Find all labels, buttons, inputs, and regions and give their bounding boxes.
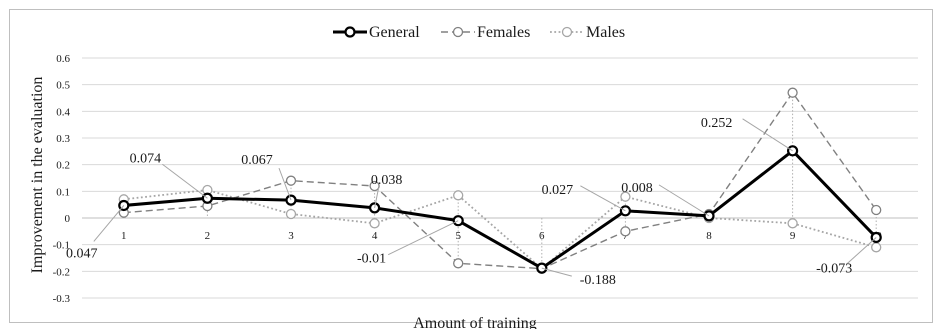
chart-frame	[9, 9, 933, 323]
y-tick-label: 0.2	[56, 160, 70, 172]
leader-line	[93, 205, 125, 242]
y-tick-label: -0.1	[53, 240, 70, 252]
x-tick-label: 4	[372, 230, 378, 242]
leader-line	[162, 163, 208, 199]
x-tick-label: 6	[539, 230, 545, 242]
leader-line	[845, 237, 877, 265]
legend-swatch-marker	[452, 26, 464, 38]
y-tick-label: 0.4	[56, 106, 70, 118]
x-tick-label: 8	[706, 230, 712, 242]
data-label: -0.188	[580, 273, 616, 288]
legend-swatch-marker	[561, 26, 573, 38]
data-label: 0.067	[241, 153, 273, 168]
data-point	[787, 87, 798, 98]
x-tick-label: 9	[790, 230, 796, 242]
legend-label-females: Females	[477, 24, 530, 41]
y-axis-title: Improvement in the evaluation	[29, 77, 46, 274]
legend-label-general: General	[369, 24, 420, 41]
y-tick-label: -0.3	[53, 293, 71, 305]
y-tick-label: 0.6	[56, 53, 70, 65]
x-tick-label: 5	[455, 230, 461, 242]
leader-line	[278, 167, 292, 201]
data-labels: 0.047 0.074 0.067 0.038 -0.01 -0.188 0.027 0.00…	[66, 116, 877, 288]
leader-line	[374, 187, 380, 208]
x-tick-label: 1	[121, 230, 127, 242]
leader-line	[541, 267, 572, 277]
data-point	[871, 204, 882, 216]
data-label: -0.073	[816, 261, 852, 276]
series-line	[123, 91, 877, 270]
y-tick-label: 0.3	[56, 133, 70, 145]
data-point	[871, 242, 882, 253]
series-line	[123, 149, 878, 270]
legend: General Females Males	[333, 24, 625, 41]
data-label: 0.027	[542, 183, 574, 198]
leader-line	[658, 184, 710, 217]
leader-line	[387, 220, 459, 256]
x-tick-label: 3	[288, 230, 294, 242]
data-label: 0.074	[130, 151, 162, 166]
data-point	[620, 226, 631, 237]
data-point	[787, 218, 798, 229]
leader-line	[742, 118, 793, 152]
series-general	[118, 145, 882, 274]
y-tick-label: 0	[65, 213, 71, 225]
data-point	[453, 258, 464, 269]
data-point	[369, 218, 380, 229]
drop-lines	[123, 92, 877, 269]
series-line	[123, 189, 877, 270]
data-point	[620, 191, 631, 202]
y-tick-label: 0.1	[56, 186, 70, 198]
x-axis-title: Amount of training	[413, 315, 537, 329]
data-label: -0.01	[357, 252, 386, 267]
data-point	[369, 180, 380, 192]
data-label: 0.252	[701, 116, 733, 131]
y-axis-ticks: 0.6 0.5 0.4 0.3 0.2 0.1 0 -0.1 -0.2 -0.3	[53, 53, 71, 305]
leader-line	[580, 185, 626, 212]
x-axis-ticks: 12345678910	[121, 230, 882, 242]
legend-swatch-marker	[344, 26, 356, 38]
legend-label-males: Males	[586, 24, 625, 41]
data-point	[285, 175, 297, 186]
x-tick-label: 2	[205, 230, 211, 242]
data-label: 0.008	[621, 181, 653, 196]
data-label: 0.047	[66, 246, 98, 261]
data-point	[453, 190, 464, 201]
data-label: 0.038	[371, 173, 403, 188]
y-tick-label: -0.2	[53, 266, 70, 278]
data-point	[285, 208, 297, 220]
y-tick-label: 0.5	[56, 80, 70, 92]
